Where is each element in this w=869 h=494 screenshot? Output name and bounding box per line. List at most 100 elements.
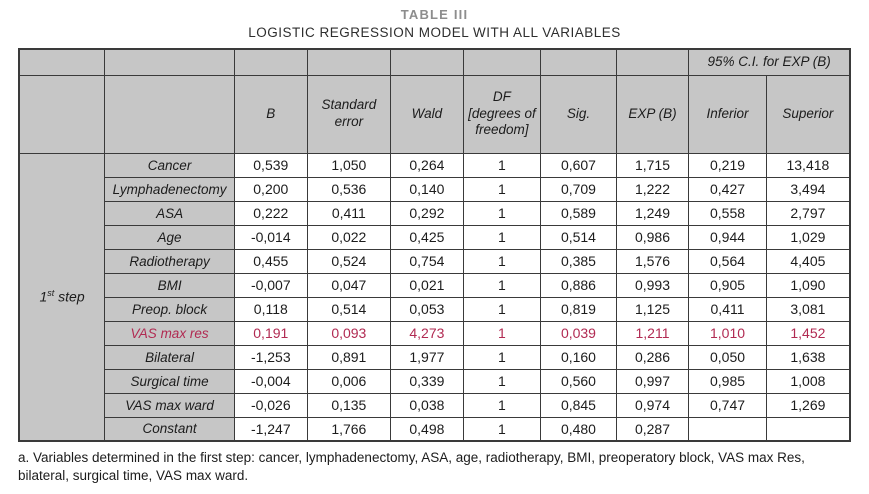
cell-value: 0,539 xyxy=(234,152,308,178)
cell-value: 1,050 xyxy=(306,152,392,178)
cell-value: 0,514 xyxy=(306,296,392,322)
table-row: Radiotherapy 0,455 0,524 0,754 1 0,385 1,576 0,… xyxy=(19,248,851,274)
cell-value: 0,607 xyxy=(540,152,617,178)
table-row: VAS max res 0,191 0,093 4,273 1 0,039 1,211 1,0… xyxy=(19,320,851,346)
table-row: Lymphadenectomy 0,200 0,536 0,140 1 0,709 1,22… xyxy=(19,176,851,202)
cell-value: 0,514 xyxy=(540,224,617,250)
cell-value: 0,021 xyxy=(390,272,464,298)
cell-value: -1,247 xyxy=(234,416,308,442)
cell-value: 4,273 xyxy=(390,320,464,346)
cell-value: 0,754 xyxy=(390,248,464,274)
row-label: Surgical time xyxy=(104,368,236,394)
cell-value: 0,564 xyxy=(688,248,767,274)
table-number-title: TABLE III xyxy=(400,7,469,22)
cell-value: 1 xyxy=(462,296,542,322)
cell-value: 1 xyxy=(462,272,542,298)
cell-value: -0,014 xyxy=(234,224,308,250)
cell-value: 1,715 xyxy=(615,152,690,178)
cell-value: 1,249 xyxy=(615,200,690,226)
table-row: ASA 0,222 0,411 0,292 1 0,589 1,249 0,558 2,797 xyxy=(19,200,851,226)
header-spacer xyxy=(104,74,236,154)
table-row: Surgical time -0,004 0,006 0,339 1 0,560 0,997… xyxy=(19,368,851,394)
table-row: VAS max ward -0,026 0,135 0,038 1 0,845 0,974 0… xyxy=(19,392,851,418)
cell-value: 0,339 xyxy=(390,368,464,394)
cell-value: -0,004 xyxy=(234,368,308,394)
cell-value: 1 xyxy=(462,392,542,418)
cell-value: 0,985 xyxy=(688,368,767,394)
cell-value: 0,411 xyxy=(306,200,392,226)
table-row: Preop. block 0,118 0,514 0,053 1 0,819 1,125 0,… xyxy=(19,296,851,322)
cell-value: 0,287 xyxy=(615,416,690,442)
cell-value: 0,480 xyxy=(540,416,617,442)
header-spacer xyxy=(104,48,236,76)
cell-value: 1,010 xyxy=(688,320,767,346)
cell-value: 0,993 xyxy=(615,272,690,298)
cell-value: 1,125 xyxy=(615,296,690,322)
cell-value: 0,219 xyxy=(688,152,767,178)
table-footnote: a. Variables determined in the first ste… xyxy=(18,450,805,483)
cell-value: -0,026 xyxy=(234,392,308,418)
cell-value: 1,222 xyxy=(615,176,690,202)
cell-value: 1 xyxy=(462,200,542,226)
row-label: Bilateral xyxy=(104,344,236,370)
cell-value: 13,418 xyxy=(765,152,851,178)
cell-value: 0,974 xyxy=(615,392,690,418)
row-label: ASA xyxy=(104,200,236,226)
cell-value: 0,038 xyxy=(390,392,464,418)
col-header-standard-error: Standard error xyxy=(306,74,392,154)
cell-value: 0,411 xyxy=(688,296,767,322)
cell-value: 0,200 xyxy=(234,176,308,202)
cell-value: 0,427 xyxy=(688,176,767,202)
cell-value: 0,986 xyxy=(615,224,690,250)
cell-value: 0,118 xyxy=(234,296,308,322)
cell-value: 1 xyxy=(462,248,542,274)
cell-value: 1 xyxy=(462,344,542,370)
cell-value: 1 xyxy=(462,320,542,346)
cell-value: 0,286 xyxy=(615,344,690,370)
cell-value: 0,560 xyxy=(540,368,617,394)
cell-value: 0,039 xyxy=(540,320,617,346)
cell-value: 0,053 xyxy=(390,296,464,322)
cell-value: 1,452 xyxy=(765,320,851,346)
cell-value: 1,576 xyxy=(615,248,690,274)
cell-value xyxy=(765,416,851,442)
row-label: Radiotherapy xyxy=(104,248,236,274)
header-spacer xyxy=(18,74,106,154)
cell-value: 0,022 xyxy=(306,224,392,250)
row-label: BMI xyxy=(104,272,236,298)
row-label: VAS max res xyxy=(104,320,236,346)
page: TABLE III LOGISTIC REGRESSION MODEL WITH… xyxy=(18,7,851,483)
cell-value: 1,008 xyxy=(765,368,851,394)
cell-value: 1 xyxy=(462,368,542,394)
cell-value: 0,498 xyxy=(390,416,464,442)
cell-value: 1,269 xyxy=(765,392,851,418)
cell-value: 1 xyxy=(462,224,542,250)
cell-value: 0,135 xyxy=(306,392,392,418)
cell-value xyxy=(688,416,767,442)
cell-value: 0,709 xyxy=(540,176,617,202)
cell-value: 0,845 xyxy=(540,392,617,418)
cell-value: 0,997 xyxy=(615,368,690,394)
cell-value: 0,006 xyxy=(306,368,392,394)
table-row: Age -0,014 0,022 0,425 1 0,514 0,986 0,944 1,029 xyxy=(19,224,851,250)
cell-value: 0,191 xyxy=(234,320,308,346)
col-header-exp-b: EXP (B) xyxy=(615,74,690,154)
col-header-df: DF [degrees of freedom] xyxy=(462,74,542,154)
col-header-b: B xyxy=(234,74,308,154)
cell-value: 0,891 xyxy=(306,344,392,370)
cell-value: 0,140 xyxy=(390,176,464,202)
table-row: Bilateral -1,253 0,891 1,977 1 0,160 0,286 0,05… xyxy=(19,344,851,370)
cell-value: 0,944 xyxy=(688,224,767,250)
cell-value: 0,160 xyxy=(540,344,617,370)
col-header-wald: Wald xyxy=(390,74,464,154)
cell-value: 0,093 xyxy=(306,320,392,346)
cell-value: 0,047 xyxy=(306,272,392,298)
ci-header: 95% C.I. for EXP (B) xyxy=(688,48,851,76)
col-header-sig: Sig. xyxy=(540,74,617,154)
col-header-inferior: Inferior xyxy=(688,74,767,154)
cell-value: 0,455 xyxy=(234,248,308,274)
cell-value: 0,222 xyxy=(234,200,308,226)
row-label: Age xyxy=(104,224,236,250)
cell-value: 1,211 xyxy=(615,320,690,346)
cell-value: 0,264 xyxy=(390,152,464,178)
